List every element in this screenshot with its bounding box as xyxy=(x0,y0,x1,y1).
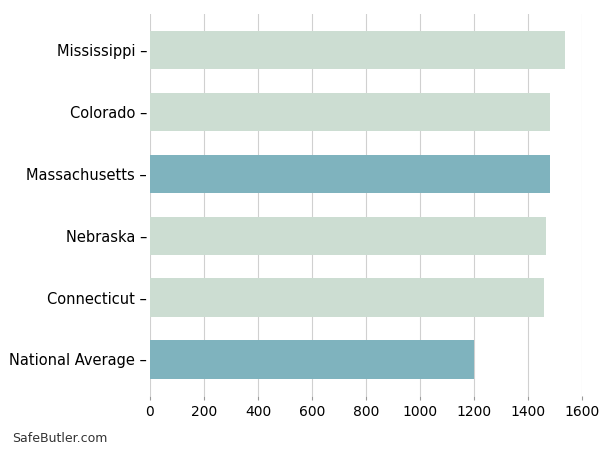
Bar xyxy=(150,31,565,69)
Bar xyxy=(150,279,544,317)
Bar xyxy=(150,93,550,131)
Bar xyxy=(150,155,550,193)
Bar xyxy=(150,340,474,378)
Text: SafeButler.com: SafeButler.com xyxy=(12,432,107,446)
Bar xyxy=(150,216,546,255)
